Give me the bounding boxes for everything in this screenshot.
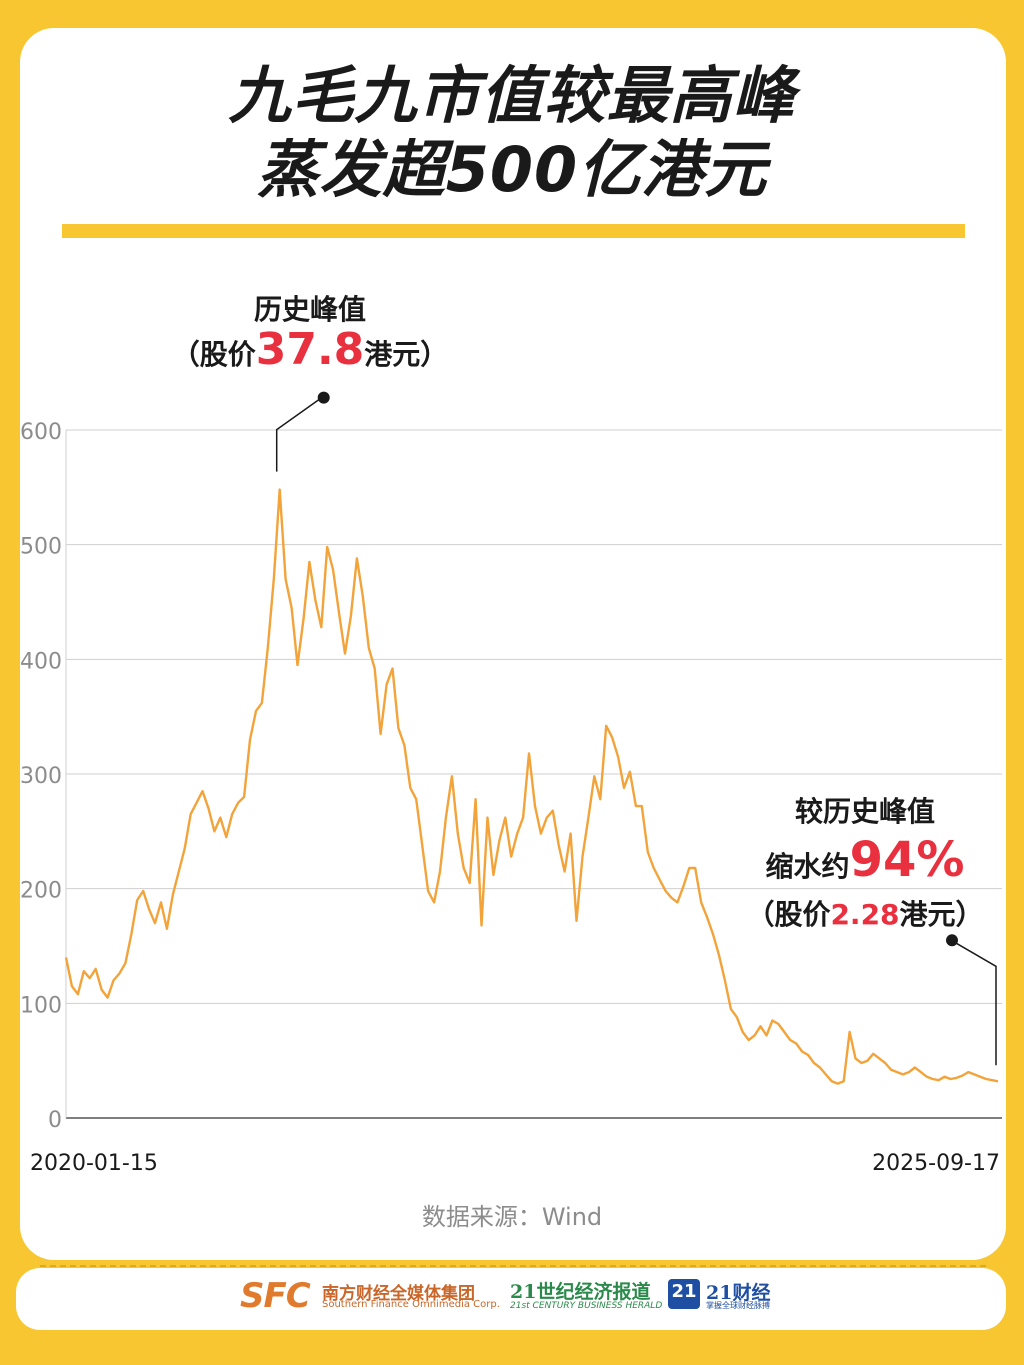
shrink-value: 94% — [849, 832, 965, 888]
latest-annotation-heading: 较历史峰值 — [794, 795, 935, 828]
latest-callout-dot — [946, 934, 958, 947]
peak-annotation: 历史峰值 （股价37.8港元） — [160, 290, 460, 375]
y-tick-label-600: 600 — [20, 420, 62, 445]
peak-callout-dot — [317, 391, 330, 404]
latest-price-value: 2.28 — [830, 898, 900, 931]
latest-callout-leader — [952, 940, 997, 1066]
latest-price-prefix: （股价 — [746, 898, 831, 931]
21caijing-slogan: 掌握全球财经脉搏 — [706, 1301, 770, 1310]
page-title-line1: 九毛九市值较最高峰 — [228, 59, 796, 132]
herald-name-en: 21st CENTURY BUSINESS HERALD — [510, 1301, 663, 1311]
price-series-line — [64, 488, 999, 1085]
sfc-logo: SFC — [240, 1276, 311, 1316]
peak-annotation-price: （股价37.8港元） — [160, 328, 460, 375]
peak-annotation-heading: 历史峰值 — [253, 293, 366, 326]
latest-annotation-price: （股价2.28港元） — [730, 891, 1000, 939]
latest-price-suffix: 港元） — [899, 898, 984, 931]
y-tick-label-100: 100 — [20, 993, 62, 1018]
x-tick-label-start: 2020-01-15 — [30, 1151, 158, 1176]
latest-annotation-shrink: 缩水约94% — [730, 836, 1000, 891]
y-tick-label-400: 400 — [20, 649, 62, 674]
21caijing-badge: 21 — [668, 1279, 700, 1309]
y-tick-label-500: 500 — [20, 535, 62, 560]
y-tick-label-300: 300 — [20, 764, 62, 789]
peak-price-value: 37.8 — [255, 324, 365, 375]
data-source-note: 数据来源：Wind — [421, 1203, 603, 1231]
peak-callout-leader — [275, 397, 323, 472]
21caijing-name: 21财经 — [706, 1282, 771, 1304]
title-underline-bar — [62, 224, 965, 238]
peak-price-suffix: 港元） — [364, 338, 449, 371]
y-tick-label-200: 200 — [20, 879, 62, 904]
y-tick-label-0: 0 — [48, 1108, 62, 1133]
herald-name-cn: 21世纪经济报道 — [510, 1281, 651, 1303]
footer-bar — [16, 1268, 1006, 1330]
footer-dashed-divider — [40, 1265, 986, 1267]
shrink-prefix: 缩水约 — [765, 850, 850, 883]
page-title-line2: 蒸发超500亿港元 — [256, 133, 768, 206]
x-tick-label-end: 2025-09-17 — [872, 1151, 1000, 1176]
sfc-name-cn: 南方财经全媒体集团 — [322, 1284, 475, 1304]
peak-price-prefix: （股价 — [171, 338, 256, 371]
sfc-name-en: Southern Finance Omnimedia Corp. — [322, 1299, 500, 1310]
latest-annotation: 较历史峰值 缩水约94% （股价2.28港元） — [730, 788, 1000, 939]
